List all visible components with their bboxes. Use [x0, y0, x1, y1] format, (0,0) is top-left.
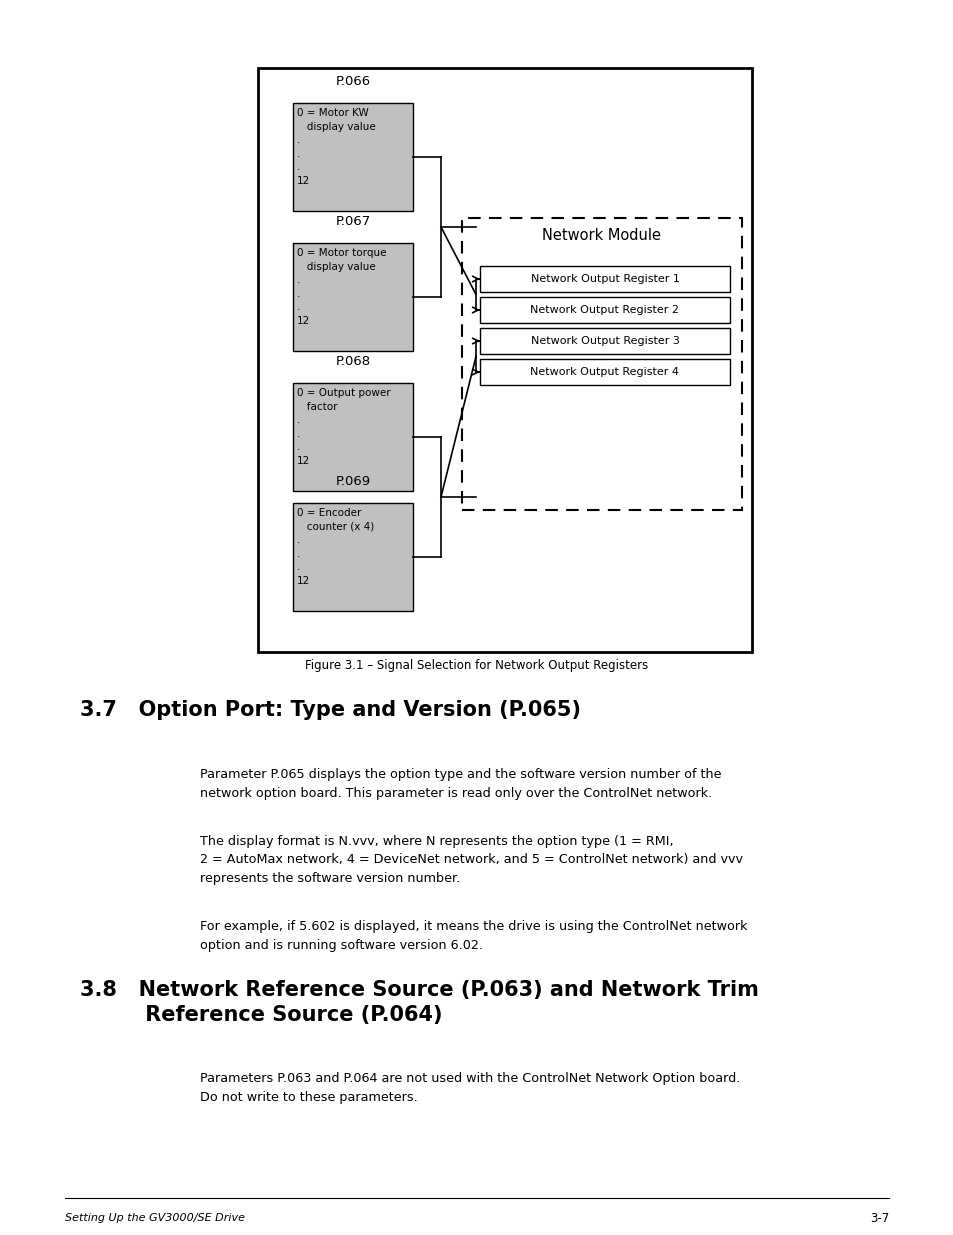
Text: Setting Up the GV3000/SE Drive: Setting Up the GV3000/SE Drive: [65, 1213, 245, 1223]
Bar: [293, 243, 413, 351]
Bar: [257, 68, 751, 652]
Text: P.068: P.068: [335, 354, 370, 368]
Bar: [293, 383, 413, 492]
Text: Network Output Register 4: Network Output Register 4: [530, 367, 679, 377]
Bar: [479, 296, 729, 324]
Text: P.067: P.067: [335, 215, 370, 228]
Text: 0 = Motor torque
   display value
.
.
.
12: 0 = Motor torque display value . . . 12: [296, 248, 386, 326]
Text: P.066: P.066: [335, 75, 370, 88]
Bar: [479, 329, 729, 354]
Text: 3-7: 3-7: [869, 1212, 888, 1224]
Text: Network Output Register 2: Network Output Register 2: [530, 305, 679, 315]
Bar: [479, 359, 729, 385]
Bar: [479, 266, 729, 291]
Text: Parameter P.065 displays the option type and the software version number of the
: Parameter P.065 displays the option type…: [200, 768, 720, 799]
Text: Parameters P.063 and P.064 are not used with the ControlNet Network Option board: Parameters P.063 and P.064 are not used …: [200, 1072, 740, 1104]
Text: Figure 3.1 – Signal Selection for Network Output Registers: Figure 3.1 – Signal Selection for Networ…: [305, 658, 648, 672]
Bar: [461, 219, 741, 510]
Text: 0 = Motor KW
   display value
.
.
.
12: 0 = Motor KW display value . . . 12: [296, 107, 375, 186]
Text: P.069: P.069: [335, 475, 370, 488]
Text: 0 = Output power
   factor
.
.
.
12: 0 = Output power factor . . . 12: [296, 388, 390, 466]
Bar: [293, 103, 413, 211]
Text: Network Output Register 3: Network Output Register 3: [530, 336, 679, 346]
Text: For example, if 5.602 is displayed, it means the drive is using the ControlNet n: For example, if 5.602 is displayed, it m…: [200, 920, 747, 951]
Text: Network Module: Network Module: [542, 228, 660, 243]
Text: The display format is N.vvv, where N represents the option type (1 = RMI,
2 = Au: The display format is N.vvv, where N rep…: [200, 835, 742, 885]
Bar: [293, 503, 413, 611]
Text: 3.7   Option Port: Type and Version (P.065): 3.7 Option Port: Type and Version (P.065…: [80, 700, 580, 720]
Text: 0 = Encoder
   counter (x 4)
.
.
.
12: 0 = Encoder counter (x 4) . . . 12: [296, 508, 374, 585]
Text: Network Output Register 1: Network Output Register 1: [530, 274, 679, 284]
Text: 3.8   Network Reference Source (P.063) and Network Trim
         Reference Sourc: 3.8 Network Reference Source (P.063) and…: [80, 981, 758, 1025]
